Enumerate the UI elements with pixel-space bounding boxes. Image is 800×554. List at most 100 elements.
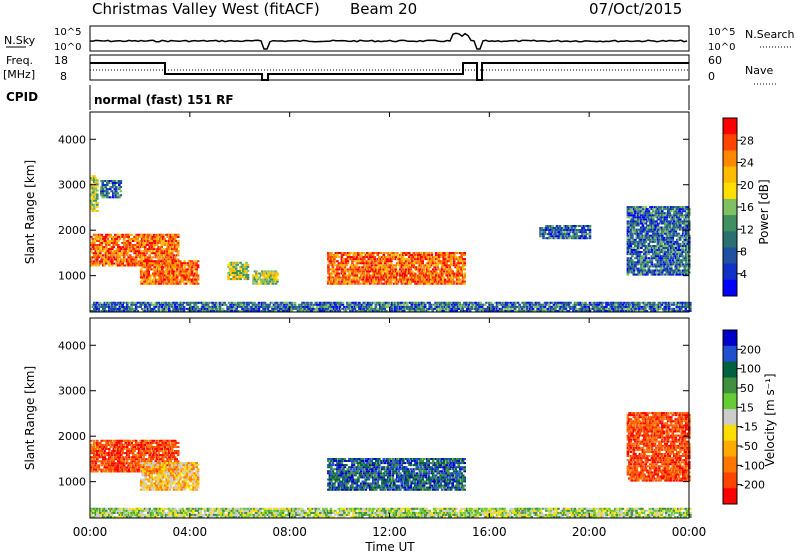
range-gate-cell [166,303,169,306]
range-gate-cell [156,272,159,275]
range-gate-cell [142,303,145,306]
range-gate-cell [670,220,673,223]
range-gate-cell [367,303,370,306]
range-gate-cell [646,208,649,211]
range-gate-cell [142,301,145,304]
range-gate-cell [115,190,118,193]
range-gate-cell [322,301,325,304]
range-gate-cell [274,274,278,277]
range-gate-cell [122,248,126,251]
range-gate-cell [117,301,120,304]
range-gate-cell [460,268,463,271]
range-gate-cell [259,280,263,283]
range-gate-cell [229,307,232,310]
range-gate-cell [647,228,651,231]
range-gate-cell [233,265,236,268]
range-gate-cell [167,237,171,240]
range-gate-cell [271,305,274,308]
range-gate-cell [295,305,298,308]
range-gate-cell [658,261,661,264]
range-gate-cell [404,305,408,308]
range-gate-cell [653,269,657,272]
range-gate-cell [426,307,430,310]
range-gate-cell [96,201,99,204]
range-gate-cell [125,301,129,304]
range-gate-cell [157,258,160,261]
range-gate-cell [676,265,679,268]
range-gate-cell [314,301,318,304]
range-gate-cell [643,253,646,256]
range-gate-cell [169,310,172,312]
range-gate-cell [111,258,114,261]
range-gate-cell [399,260,402,263]
range-gate-cell [524,303,527,306]
range-gate-cell [400,266,404,269]
range-gate-cell [425,254,429,256]
range-gate-cell [659,267,663,270]
range-gate-cell [628,222,631,225]
range-gate-cell [102,307,105,310]
range-gate-cell [650,208,654,211]
range-gate-cell [122,235,126,238]
range-gate-cell [180,262,183,265]
range-gate-cell [491,310,494,312]
range-gate-cell [400,262,404,265]
range-gate-cell [112,192,115,195]
range-gate-cell [239,278,242,281]
range-gate-cell [224,310,228,312]
range-gate-cell [172,278,176,281]
range-gate-cell [93,240,96,242]
range-gate-cell [448,252,451,254]
range-gate-cell [340,264,344,267]
range-gate-cell [593,310,596,312]
range-gate-cell [349,268,353,271]
range-gate-cell [161,252,165,255]
range-gate-cell [154,278,158,281]
range-gate-cell [634,245,637,247]
range-gate-cell [458,303,461,306]
range-gate-cell [175,274,179,277]
range-gate-cell [637,255,640,258]
range-gate-cell [109,303,113,306]
range-gate-cell [107,196,111,199]
range-gate-cell [172,268,176,271]
range-gate-cell [542,303,545,306]
range-gate-cell [96,210,99,212]
range-gate-cell [664,242,667,245]
range-gate-cell [406,258,410,261]
range-gate-cell [345,274,348,277]
range-gate-cell [118,180,121,182]
range-gate-cell [245,267,248,270]
range-gate-cell [679,255,682,258]
range-gate-cell [158,248,162,251]
range-gate-cell [381,282,384,285]
range-gate-cell [383,303,387,306]
range-gate-cell [429,303,433,306]
range-gate-cell [628,230,631,233]
range-gate-cell [122,301,126,304]
range-gate-cell [381,264,384,267]
range-gate-cell [585,233,589,236]
range-gate-cell [188,305,192,308]
range-gate-cell [682,259,685,262]
range-gate-cell [631,267,634,270]
range-gate-cell [163,305,166,308]
range-gate-cell [193,264,197,267]
range-gate-cell [671,257,675,260]
range-gate-cell [161,233,165,236]
range-gate-cell [442,280,445,283]
range-gate-cell [418,252,422,254]
range-gate-cell [440,303,443,306]
range-gate-cell [635,273,639,276]
range-gate-cell [629,261,633,264]
range-gate-cell [119,194,123,197]
range-gate-cell [430,270,433,273]
range-gate-cell [443,305,446,308]
range-gate-cell [361,256,365,259]
range-gate-cell [179,307,183,310]
range-gate-cell [423,305,427,308]
range-gate-cell [409,282,413,285]
range-gate-cell [93,233,96,236]
range-gate-cell [665,208,669,211]
